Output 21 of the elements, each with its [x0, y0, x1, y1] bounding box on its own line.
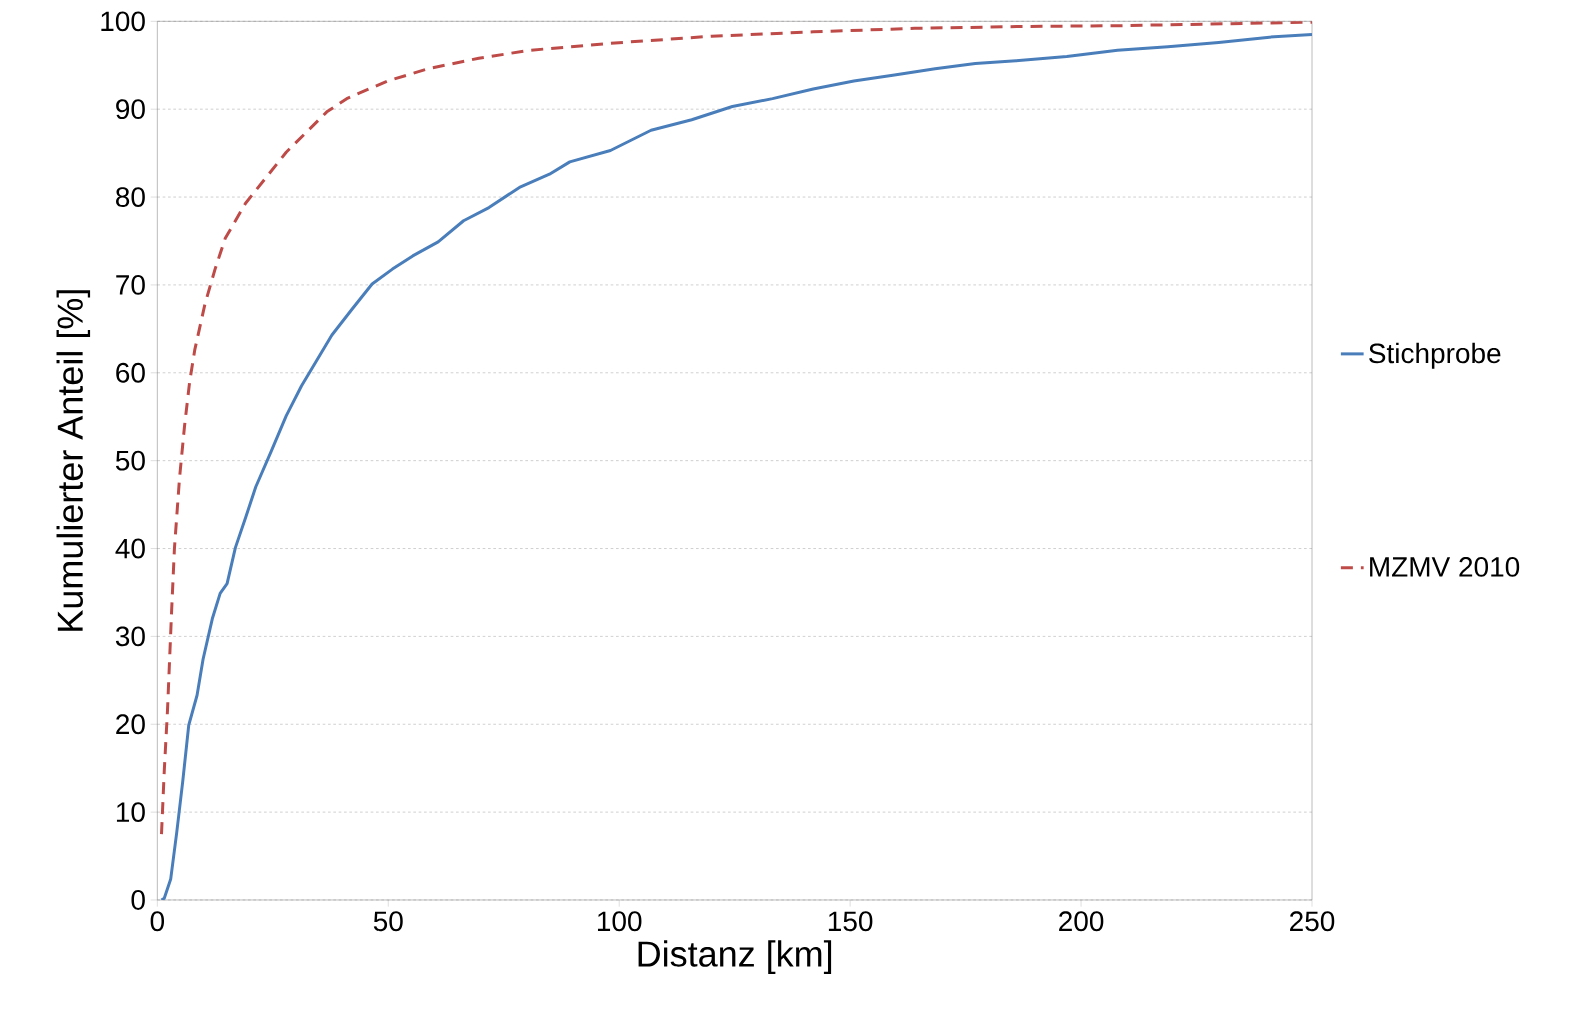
y-tick-label: 50	[115, 450, 145, 471]
legend-label: Stichprobe	[1369, 342, 1501, 369]
y-tick-label: 100	[101, 11, 145, 32]
y-tick-label: 90	[116, 99, 145, 120]
y-tick-label: 30	[115, 626, 145, 647]
x-axis-title: Distanz [km]	[638, 940, 832, 974]
y-tick-label: 70	[116, 275, 145, 295]
x-tick-label: 0	[150, 911, 165, 932]
y-tick-label: 0	[131, 890, 145, 910]
x-tick-label: 200	[1059, 911, 1104, 932]
x-tick-label: 150	[828, 911, 873, 932]
x-tick-label: 250	[1290, 911, 1335, 932]
y-tick-label: 40	[115, 538, 145, 559]
y-tick-label: 10	[116, 802, 145, 823]
y-tick-label: 80	[116, 187, 145, 207]
y-tick-label: 20	[116, 714, 145, 735]
x-tick-label: 50	[373, 911, 403, 932]
y-tick-label: 60	[116, 362, 145, 383]
legend-label: MZMV 2010	[1370, 557, 1520, 577]
x-tick-label: 100	[597, 911, 642, 932]
y-axis-title: Kumulierter Anteil [%]	[56, 290, 91, 631]
